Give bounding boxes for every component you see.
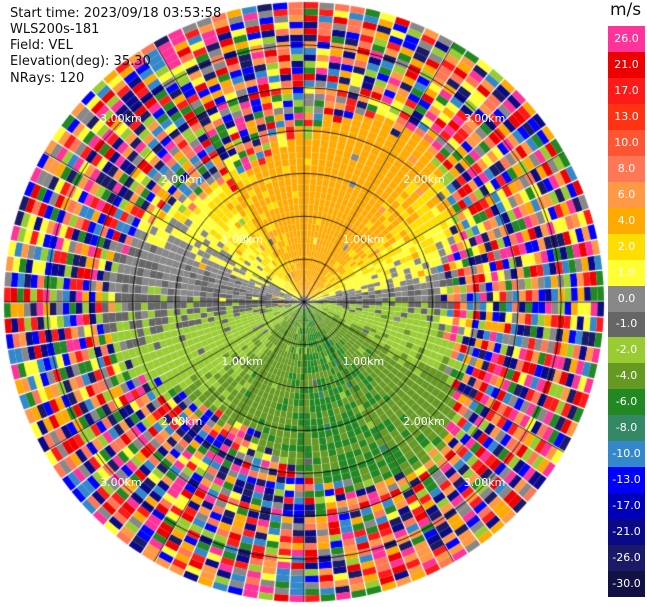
colorbar-swatch — [608, 493, 645, 520]
colorbar-swatch — [608, 363, 645, 390]
colorbar-tick-label: -4.0 — [615, 369, 638, 383]
colorbar-swatch — [608, 519, 645, 546]
range-ring-label: 2.00km — [403, 415, 445, 429]
colorbar-tick-label: 13.0 — [614, 109, 639, 123]
colorbar-swatch — [608, 259, 645, 287]
colorbar-tick-label: -10.0 — [612, 447, 641, 461]
colorbar-swatch — [608, 129, 645, 157]
colorbar-tick-label: -1.0 — [615, 317, 638, 331]
colorbar-swatch — [608, 415, 645, 442]
colorbar-swatch — [608, 181, 645, 209]
colorbar-tick-label: 0.0 — [617, 291, 636, 305]
range-ring-label: 1.00km — [342, 233, 385, 247]
range-ring-label: 3.00km — [463, 112, 506, 126]
colorbar-swatch — [608, 51, 645, 79]
elevation-label: Elevation(deg): 35.30 — [10, 54, 151, 69]
range-ring-label: 2.00km — [403, 172, 445, 186]
range-ring-label: 1.00km — [342, 354, 385, 368]
colorbar-swatch — [608, 441, 645, 468]
colorbar-swatch — [608, 285, 645, 312]
range-ring-label: 2.00km — [160, 172, 203, 186]
colorbar-swatch — [608, 233, 645, 261]
colorbar-tick-label: -8.0 — [615, 421, 638, 435]
colorbar-tick-label: -30.0 — [612, 577, 641, 591]
colorbar-swatch — [608, 337, 645, 364]
field-label: Field: VEL — [10, 38, 73, 53]
range-ring-label: 3.00km — [100, 475, 142, 489]
range-ring-label: 1.00km — [221, 233, 263, 247]
colorbar-tick-label: 1.0 — [617, 265, 636, 279]
colorbar-swatch — [608, 26, 645, 53]
colorbar-swatch — [608, 389, 645, 416]
nrays-label: NRays: 120 — [10, 71, 85, 86]
colorbar-tick-label: -26.0 — [612, 551, 641, 565]
colorbar-tick-label: 21.0 — [614, 57, 639, 71]
colorbar-swatch — [608, 311, 645, 338]
colorbar-swatch — [608, 571, 645, 598]
colorbar-tick-label: -13.0 — [612, 473, 641, 487]
colorbar-swatch — [608, 545, 645, 572]
colorbar-tick-label: 17.0 — [614, 83, 639, 97]
range-ring-label: 2.00km — [160, 415, 203, 429]
colorbar-tick-label: 2.0 — [617, 239, 636, 253]
colorbar-tick-label: 8.0 — [617, 161, 636, 175]
colorbar-tick-label: 26.0 — [614, 31, 639, 45]
range-ring-label: 3.00km — [100, 112, 142, 126]
colorbar-swatch — [608, 467, 645, 494]
instrument-label: WLS200s-181 — [10, 22, 100, 37]
colorbar-tick-label: -6.0 — [615, 395, 638, 409]
colorbar-swatch — [608, 77, 645, 105]
colorbar-tick-label: -21.0 — [612, 525, 641, 539]
range-ring-label: 1.00km — [221, 354, 263, 368]
colorbar-title: m/s — [610, 0, 642, 20]
colorbar-tick-label: 10.0 — [614, 135, 639, 149]
colorbar-tick-label: -2.0 — [615, 343, 638, 357]
colorbar-swatch — [608, 155, 645, 183]
colorbar-swatch — [608, 103, 645, 131]
range-ring-label: 3.00km — [463, 475, 506, 489]
start-time-label: Start time: 2023/09/18 03:53:58 — [10, 6, 222, 21]
colorbar-swatch — [608, 207, 645, 235]
colorbar-tick-label: -17.0 — [612, 499, 641, 513]
colorbar-tick-label: 6.0 — [617, 187, 636, 201]
colorbar-tick-label: 4.0 — [617, 213, 636, 227]
